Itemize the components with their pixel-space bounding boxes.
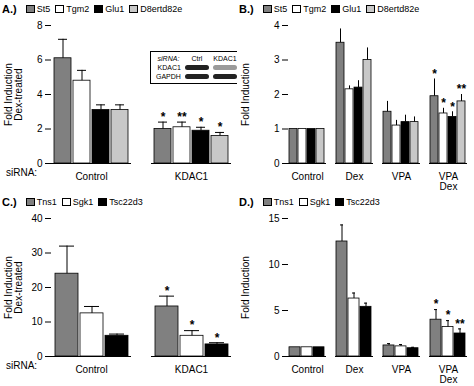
svg-text:2: 2 [37,123,43,134]
html-text:C.): C.) [2,195,17,208]
svg-text:20: 20 [31,282,43,293]
html-text:KDAC1: KDAC1 [157,64,181,71]
svg-text:Fold InductionDex-treated: Fold InductionDex-treated [3,63,24,126]
svg-text:*: * [441,96,446,110]
svg-text:Control: Control [291,364,323,375]
html-text:A.): A.) [2,2,17,15]
svg-text:Fold InductionDex-treated: Fold InductionDex-treated [3,256,24,319]
svg-text:2: 2 [274,89,280,100]
svg-text:1: 1 [274,123,280,134]
html-text:KDAC1: KDAC1 [213,55,237,62]
svg-text:4: 4 [274,20,280,31]
html-text:Tgm2: Tgm2 [303,3,327,14]
svg-text:0: 0 [274,351,280,362]
svg-text:VPA: VPA [392,364,412,375]
html-text:St5: St5 [36,3,51,14]
html-text:St5: St5 [273,3,288,14]
svg-text:0: 0 [37,351,43,362]
svg-text:*: * [432,67,437,81]
svg-text:**: ** [457,82,467,96]
html-text:Glu1: Glu1 [342,3,362,14]
html-text:Tns1: Tns1 [273,196,294,207]
html-text:Tgm2: Tgm2 [66,3,90,14]
html-text:B.): B.) [239,2,254,15]
svg-text:4: 4 [37,89,43,100]
html-text:GAPDH: GAPDH [156,73,181,80]
svg-text:VPADex: VPADex [439,364,459,385]
svg-text:10: 10 [268,259,280,270]
svg-text:Control: Control [75,364,107,375]
svg-text:3: 3 [274,54,280,65]
svg-text:30: 30 [31,247,43,258]
svg-text:0: 0 [37,158,43,169]
svg-text:10: 10 [31,316,43,327]
svg-text:Control: Control [75,171,107,182]
svg-text:VPA: VPA [392,171,412,182]
svg-text:Fold Induction: Fold Induction [240,256,251,319]
html-text:Tsc22d3: Tsc22d3 [346,196,380,207]
html-text:Ctrl: Ctrl [191,55,203,62]
html-text:Sgk1: Sgk1 [72,196,94,207]
svg-text:*: * [215,331,220,345]
svg-text:KDAC1: KDAC1 [175,364,209,375]
svg-text:40: 40 [31,213,43,224]
svg-text:*: * [161,110,166,124]
html-text:siRNA:: siRNA: [6,360,38,371]
svg-text:*: * [165,284,170,298]
svg-text:VPADex: VPADex [439,171,459,192]
svg-text:15: 15 [268,213,280,224]
html-text:Tsc22d3: Tsc22d3 [109,196,143,207]
html-text:siRNA:: siRNA: [157,55,180,62]
html-text:Glu1: Glu1 [105,3,125,14]
svg-text:8: 8 [37,20,43,31]
svg-text:*: * [199,115,204,129]
svg-text:**: ** [455,317,465,331]
svg-text:Dex: Dex [346,171,364,182]
svg-text:Dex: Dex [346,364,364,375]
html-text:Sgk1: Sgk1 [309,196,331,207]
svg-text:*: * [450,100,455,114]
svg-text:0: 0 [274,158,280,169]
svg-text:*: * [446,308,451,322]
html-text:D.): D.) [239,195,254,208]
html-text:D8ertd82e: D8ertd82e [140,3,183,14]
svg-text:*: * [434,297,439,311]
html-text:Tns1: Tns1 [36,196,57,207]
svg-text:6: 6 [37,54,43,65]
svg-text:Fold Induction: Fold Induction [240,63,251,126]
svg-text:5: 5 [274,305,280,316]
html-text:siRNA:: siRNA: [6,167,38,178]
svg-text:Control: Control [291,171,323,182]
svg-text:KDAC1: KDAC1 [175,171,209,182]
svg-text:**: ** [177,110,187,124]
svg-text:*: * [190,318,195,332]
svg-text:*: * [218,120,223,134]
html-text:D8ertd82e: D8ertd82e [377,3,420,14]
